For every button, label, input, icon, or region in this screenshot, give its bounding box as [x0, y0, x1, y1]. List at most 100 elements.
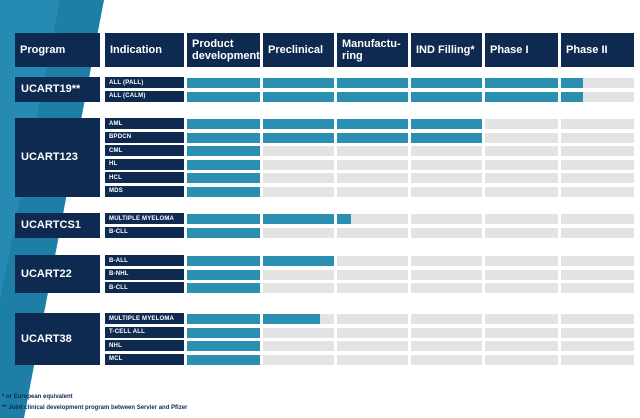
progress-bar [187, 159, 260, 170]
progress-bar [411, 78, 482, 89]
stage-track [263, 146, 334, 157]
stage-track [337, 146, 408, 157]
stage-track [561, 173, 634, 184]
indication-label: ALL (CALM) [105, 90, 184, 102]
stage-track [561, 227, 634, 238]
stage-track [263, 186, 334, 197]
stage-track [485, 159, 558, 170]
stage-track [263, 173, 334, 184]
program-label: UCART38 [15, 313, 100, 365]
stage-track [337, 173, 408, 184]
stage-track [411, 159, 482, 170]
column-header: Product development [187, 33, 260, 67]
program-label: UCART19** [15, 77, 100, 102]
progress-bar [187, 132, 260, 143]
stage-track [411, 269, 482, 280]
indication-label: HCL [105, 172, 184, 184]
progress-bar [187, 227, 260, 238]
stage-track [561, 186, 634, 197]
column-header: Preclinical [263, 33, 334, 67]
progress-bar [187, 256, 260, 267]
stage-track [485, 314, 558, 325]
progress-bar [187, 186, 260, 197]
column-header: Program [15, 33, 100, 67]
stage-track [561, 269, 634, 280]
indication-label: MCL [105, 353, 184, 365]
program-label: UCART22 [15, 255, 100, 294]
stage-track [411, 186, 482, 197]
stage-track [561, 159, 634, 170]
stage-track [561, 146, 634, 157]
stage-track [485, 327, 558, 338]
progress-bar [263, 91, 334, 102]
stage-track [263, 327, 334, 338]
progress-bar [263, 119, 334, 130]
indication-label: B-ALL [105, 255, 184, 267]
stage-track [411, 227, 482, 238]
stage-track [337, 227, 408, 238]
column-header: Manufactu- ring [337, 33, 408, 67]
column-header: Phase I [485, 33, 558, 67]
stage-track [485, 354, 558, 365]
stage-track [561, 214, 634, 225]
progress-bar [411, 132, 482, 143]
stage-track [411, 146, 482, 157]
progress-bar [187, 91, 260, 102]
indication-label: B-NHL [105, 268, 184, 280]
stage-track [411, 256, 482, 267]
stage-track [561, 256, 634, 267]
stage-track [411, 314, 482, 325]
indication-label: B-CLL [105, 226, 184, 238]
stage-track [561, 119, 634, 130]
column-header: Phase II [561, 33, 634, 67]
stage-track [485, 256, 558, 267]
progress-bar [187, 269, 260, 280]
stage-track [485, 283, 558, 294]
stage-track [411, 341, 482, 352]
stage-track [337, 354, 408, 365]
progress-bar [187, 341, 260, 352]
progress-bar [187, 146, 260, 157]
stage-track [561, 341, 634, 352]
stage-track [485, 214, 558, 225]
column-header: IND Filling* [411, 33, 482, 67]
footnote-1: * or European equivalent [2, 394, 73, 400]
progress-bar [337, 214, 352, 225]
progress-bar [187, 119, 260, 130]
indication-label: B-CLL [105, 282, 184, 294]
footnote-2: ** Joint clinical development program be… [2, 405, 188, 411]
progress-bar [187, 314, 260, 325]
progress-bar [263, 314, 320, 325]
stage-track [263, 341, 334, 352]
stage-track [485, 227, 558, 238]
indication-label: ALL (PALL) [105, 77, 184, 89]
progress-bar [561, 91, 583, 102]
indication-label: T-CELL ALL [105, 326, 184, 338]
stage-track [485, 341, 558, 352]
stage-track [411, 327, 482, 338]
progress-bar [187, 354, 260, 365]
progress-bar [411, 119, 482, 130]
indication-label: MULTIPLE MYELOMA [105, 313, 184, 325]
progress-bar [561, 78, 583, 89]
stage-track [263, 159, 334, 170]
stage-track [561, 283, 634, 294]
indication-label: CML [105, 145, 184, 157]
stage-track [337, 327, 408, 338]
progress-bar [187, 283, 260, 294]
program-label: UCARTCS1 [15, 213, 100, 238]
progress-bar [337, 78, 408, 89]
stage-track [561, 132, 634, 143]
stage-track [485, 173, 558, 184]
progress-bar [337, 119, 408, 130]
stage-track [337, 341, 408, 352]
indication-label: MULTIPLE MYELOMA [105, 213, 184, 225]
indication-label: NHL [105, 340, 184, 352]
stage-track [263, 269, 334, 280]
stage-track [561, 91, 634, 102]
stage-track [337, 214, 408, 225]
progress-bar [187, 173, 260, 184]
stage-track [485, 146, 558, 157]
stage-track [263, 227, 334, 238]
indication-label: BPDCN [105, 131, 184, 143]
